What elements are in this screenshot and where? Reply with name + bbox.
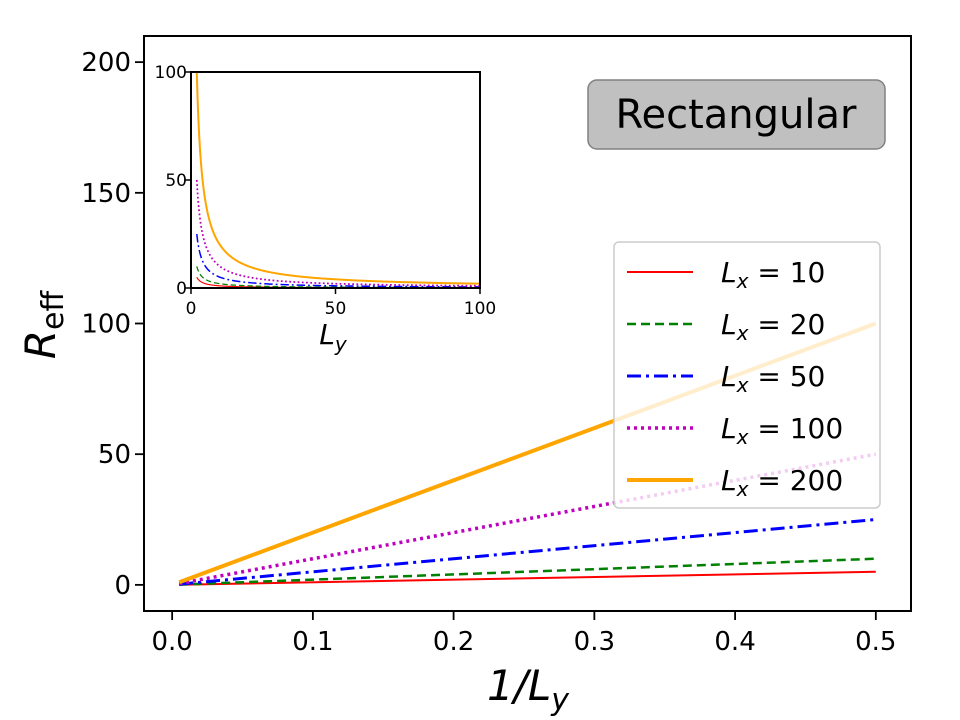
y-axis-title: Reff — [16, 290, 71, 360]
inset-curve-lx-50 — [196, 233, 480, 288]
series-line-lx-20 — [179, 557, 876, 586]
series-line-lx-50 — [179, 518, 876, 586]
inset-curve-lx-200 — [195, 72, 480, 285]
legend-label-lx-50: Lx = 50 — [721, 360, 825, 397]
y-tick-label: 200 — [81, 48, 131, 78]
inset-x-axis-title-sub: y — [334, 332, 348, 356]
legend-label-value: = 100 — [748, 412, 843, 445]
legend-label-var: L — [721, 412, 737, 445]
y-axis-title-main: R — [16, 330, 65, 359]
inset-y-tick-label: 100 — [155, 63, 187, 83]
inset-x-tick-label: 0 — [186, 299, 197, 319]
x-axis-title-main: 1/L — [487, 661, 551, 710]
legend-label-lx-200: Lx = 200 — [721, 464, 843, 501]
legend-label-value: = 200 — [748, 464, 843, 497]
legend-box — [613, 241, 881, 509]
x-tick-label: 0.5 — [855, 627, 896, 657]
x-tick-label: 0.3 — [574, 627, 615, 657]
inset-y-ticks: 0 50 100 — [155, 63, 191, 299]
x-axis-title: 1/Ly — [487, 661, 570, 718]
inset-y-tick-label: 50 — [165, 171, 187, 191]
main-y-ticks: 0 50 100 150 200 — [81, 48, 144, 601]
legend-label-lx-20: Lx = 20 — [721, 308, 825, 345]
legend-label-sub: x — [736, 321, 749, 345]
x-tick-label: 0.4 — [714, 627, 755, 657]
x-tick-label: 0.1 — [292, 627, 333, 657]
legend-label-lx-100: Lx = 100 — [721, 412, 843, 449]
main-x-ticks: 0.0 0.1 0.2 0.3 0.4 0.5 — [151, 611, 896, 657]
inset-x-tick-label: 50 — [325, 299, 347, 319]
legend-label-sub: x — [736, 477, 749, 501]
annotation-text: Rectangular — [616, 92, 858, 138]
legend-label-var: L — [721, 308, 737, 341]
y-tick-label: 100 — [81, 310, 131, 340]
y-axis-title-sub: eff — [36, 290, 71, 330]
legend-label-sub: x — [736, 269, 749, 293]
legend-label-sub: x — [736, 373, 749, 397]
x-tick-label: 0.2 — [433, 627, 474, 657]
legend-label-var: L — [721, 256, 737, 289]
legend-label-lx-10: Lx = 10 — [721, 256, 825, 293]
inset-x-ticks: 0 50 100 — [186, 288, 496, 319]
legend-label-value: = 20 — [748, 308, 825, 341]
inset-background — [191, 72, 480, 288]
x-axis-title-sub: y — [550, 683, 570, 718]
x-tick-label: 0.0 — [151, 627, 192, 657]
legend-label-var: L — [721, 464, 737, 497]
inset-x-tick-label: 100 — [464, 299, 496, 319]
legend-label-value: = 50 — [748, 360, 825, 393]
legend-label-value: = 10 — [748, 256, 825, 289]
y-tick-label: 150 — [81, 179, 131, 209]
inset-curve-lx-100 — [195, 179, 480, 287]
y-tick-label: 0 — [114, 571, 131, 601]
annotation-box — [587, 79, 886, 150]
legend-label-sub: x — [736, 425, 749, 449]
legend-label-var: L — [721, 360, 737, 393]
y-tick-label: 50 — [98, 440, 131, 470]
inset-x-axis-title: Ly — [319, 318, 348, 356]
inset-y-tick-label: 0 — [176, 279, 187, 299]
inset-x-axis-title-main: L — [319, 318, 335, 351]
series-line-lx-10 — [179, 570, 876, 586]
